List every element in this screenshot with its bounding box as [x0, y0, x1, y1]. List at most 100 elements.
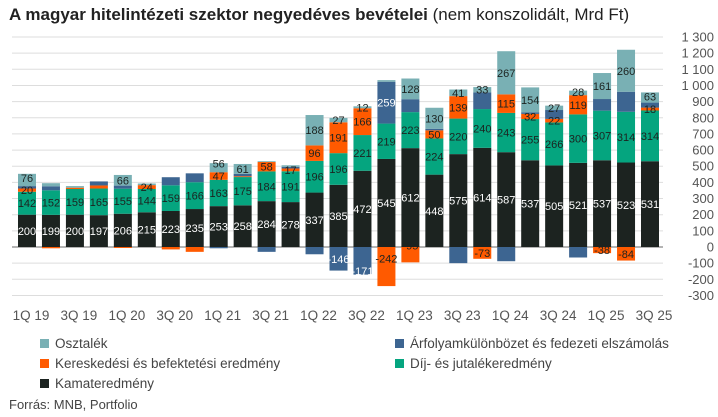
bar-segment: [473, 247, 492, 259]
data-label: 159: [162, 193, 180, 205]
bar-segment: [593, 99, 612, 111]
data-label: 220: [449, 131, 467, 143]
data-label: 159: [66, 197, 84, 209]
bar-segment: [497, 152, 516, 247]
bar-segment: [401, 112, 420, 149]
bar-segment: [137, 183, 156, 186]
data-label: 521: [569, 200, 587, 212]
y-tick-label: -200: [688, 272, 714, 287]
legend-item: Kamateredmény: [40, 376, 154, 391]
data-label: 142: [18, 198, 36, 210]
y-tick-label: 0: [707, 240, 714, 255]
bar-segment: [137, 189, 156, 213]
bar-segment: [521, 87, 540, 113]
x-tick-label: 1Q 23: [396, 308, 433, 323]
bar-segment: [233, 177, 252, 206]
bar-segment: [41, 214, 60, 247]
data-label: 255: [521, 135, 539, 147]
data-label: 58: [260, 162, 272, 174]
bar-segment: [425, 174, 444, 247]
bar-segment: [569, 162, 588, 247]
data-label: 307: [593, 130, 611, 142]
data-label: 219: [377, 136, 395, 148]
bar-segment: [641, 102, 659, 108]
legend-swatch: [395, 339, 404, 348]
stacked-bar-chart: -300-200-1000100200300400500600700800900…: [12, 30, 714, 323]
data-label: 130: [425, 113, 443, 125]
legend-swatch: [395, 359, 404, 368]
y-tick-label: -100: [688, 256, 714, 271]
x-tick-label: 1Q 19: [13, 308, 50, 323]
x-tick-label: 3Q 23: [444, 308, 481, 323]
x-tick-label: 3Q 20: [156, 308, 193, 323]
bar-segment: [209, 247, 228, 249]
bar-segment: [545, 165, 564, 247]
data-label: 175: [233, 186, 251, 198]
y-tick-label: 1 300: [681, 30, 714, 45]
bar-segment: [113, 174, 132, 186]
bar-segment: [617, 162, 636, 247]
bar-segment: [65, 186, 84, 188]
data-label: 184: [257, 181, 275, 193]
bar-segment: [641, 92, 659, 103]
data-label: 115: [497, 99, 515, 111]
bar-segment: [329, 184, 348, 247]
bar-segment: [89, 215, 108, 247]
data-label: 96: [308, 148, 320, 160]
data-label: 66: [117, 175, 129, 187]
data-label: 196: [329, 164, 347, 176]
bar-segment: [113, 188, 132, 214]
bar-segment: [18, 214, 36, 247]
legend-label: Kereskedési és befektetési eredmény: [55, 356, 281, 371]
y-tick-label: 300: [692, 191, 714, 206]
data-label: 24: [141, 182, 153, 194]
bar-segment: [41, 190, 60, 215]
bar-segment: [281, 171, 300, 203]
bar-segment: [233, 163, 252, 174]
bar-segment: [257, 201, 276, 247]
bar-segment: [281, 168, 300, 172]
bar-segment: [521, 113, 540, 120]
bar-segment: [377, 123, 396, 159]
bar-segment: [89, 181, 108, 186]
data-label: 314: [641, 131, 659, 143]
data-label: 284: [257, 219, 275, 231]
bar-segment: [521, 160, 540, 247]
data-label: 267: [497, 68, 515, 80]
data-label: 537: [521, 199, 539, 211]
bar-segment: [353, 106, 372, 109]
bar-segment: [593, 73, 612, 100]
bar-segment: [377, 80, 396, 82]
bar-segment: [401, 247, 420, 263]
bar-segment: [425, 128, 444, 131]
data-label: 224: [425, 152, 443, 164]
bar-segment: [18, 186, 36, 189]
bar-segment: [209, 172, 228, 180]
data-label: 41: [452, 88, 464, 100]
bar-segment: [545, 118, 564, 123]
data-label: 253: [210, 222, 228, 234]
bar-segment: [305, 115, 324, 146]
data-label: -73: [474, 248, 490, 260]
bar-segment: [257, 161, 276, 163]
data-label: 221: [353, 148, 371, 160]
bar-segment: [473, 87, 492, 93]
chart-title: A magyar hitelintézeti szektor negyedéve…: [9, 5, 629, 25]
bar-segment: [593, 247, 612, 254]
data-label: 472: [353, 204, 371, 216]
bar-segment: [305, 145, 324, 161]
data-label: 575: [449, 196, 467, 208]
data-label: 200: [18, 226, 36, 238]
bar-segment: [425, 138, 444, 175]
data-label: 161: [593, 81, 611, 93]
bar-segment: [545, 122, 564, 166]
bar-segment: [353, 108, 372, 136]
bar-segment: [569, 247, 588, 258]
bar-segment: [569, 90, 588, 96]
legend-item: Osztalék: [40, 336, 108, 351]
data-label: 337: [305, 215, 323, 227]
data-label: 166: [186, 191, 204, 203]
bar-segment: [377, 158, 396, 247]
bar-segment: [305, 192, 324, 247]
bar-segment: [329, 153, 348, 185]
